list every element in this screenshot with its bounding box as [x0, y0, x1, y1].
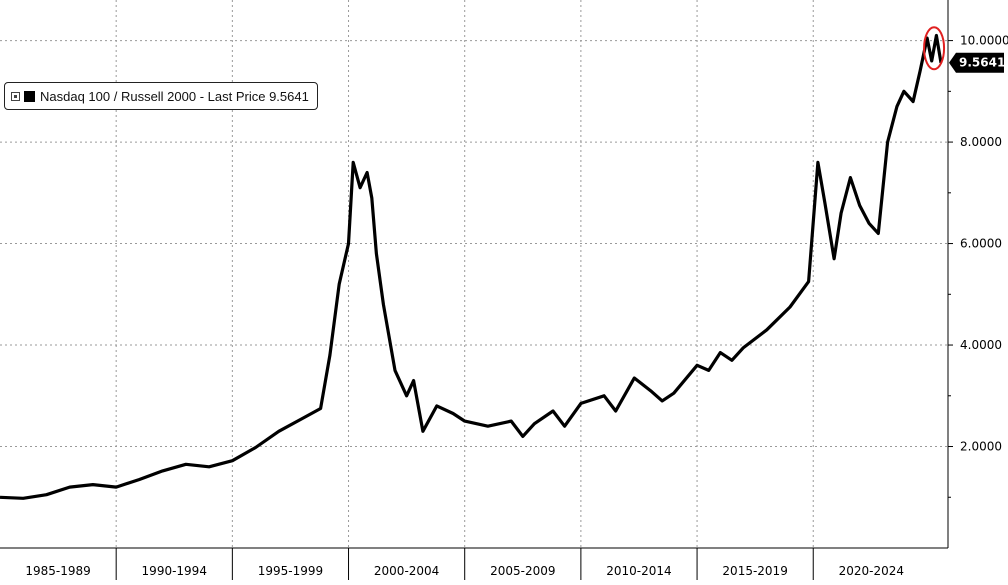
y-tick-label: 2.0000 — [960, 440, 1002, 454]
last-price-badge — [949, 52, 1004, 73]
annotations: 9.5641 — [923, 26, 1005, 73]
y-tick-label: 4.0000 — [960, 338, 1002, 352]
series-layer — [0, 33, 943, 500]
x-tick-label: 2020-2024 — [839, 564, 904, 578]
x-tick-label: 1990-1994 — [142, 564, 207, 578]
tick-labels: 2.0000 4.0000 6.0000 8.0000 10.0000 1985-1989… — [25, 34, 1008, 578]
axes — [0, 0, 953, 580]
y-tick-label: 10.0000 — [960, 34, 1008, 48]
legend-swatch — [24, 90, 35, 102]
x-tick-label: 2015-2019 — [722, 564, 787, 578]
grid-lines — [0, 0, 948, 548]
x-tick-label: 2000-2004 — [374, 564, 439, 578]
expand-square-icon[interactable] — [11, 91, 20, 101]
x-tick-label: 2010-2014 — [606, 564, 671, 578]
last-price-label: 9.5641 — [959, 56, 1005, 70]
x-tick-label: 1995-1999 — [258, 564, 323, 578]
x-tick-label: 2005-2009 — [490, 564, 555, 578]
legend[interactable]: Nasdaq 100 / Russell 2000 - Last Price 9… — [4, 82, 318, 110]
y-tick-label: 8.0000 — [960, 135, 1002, 149]
x-tick-label: 1985-1989 — [25, 564, 90, 578]
y-tick-label: 6.0000 — [960, 237, 1002, 251]
legend-label: Nasdaq 100 / Russell 2000 - Last Price 9… — [40, 88, 309, 104]
series-line — [0, 33, 943, 500]
highlight-circle — [923, 26, 946, 71]
